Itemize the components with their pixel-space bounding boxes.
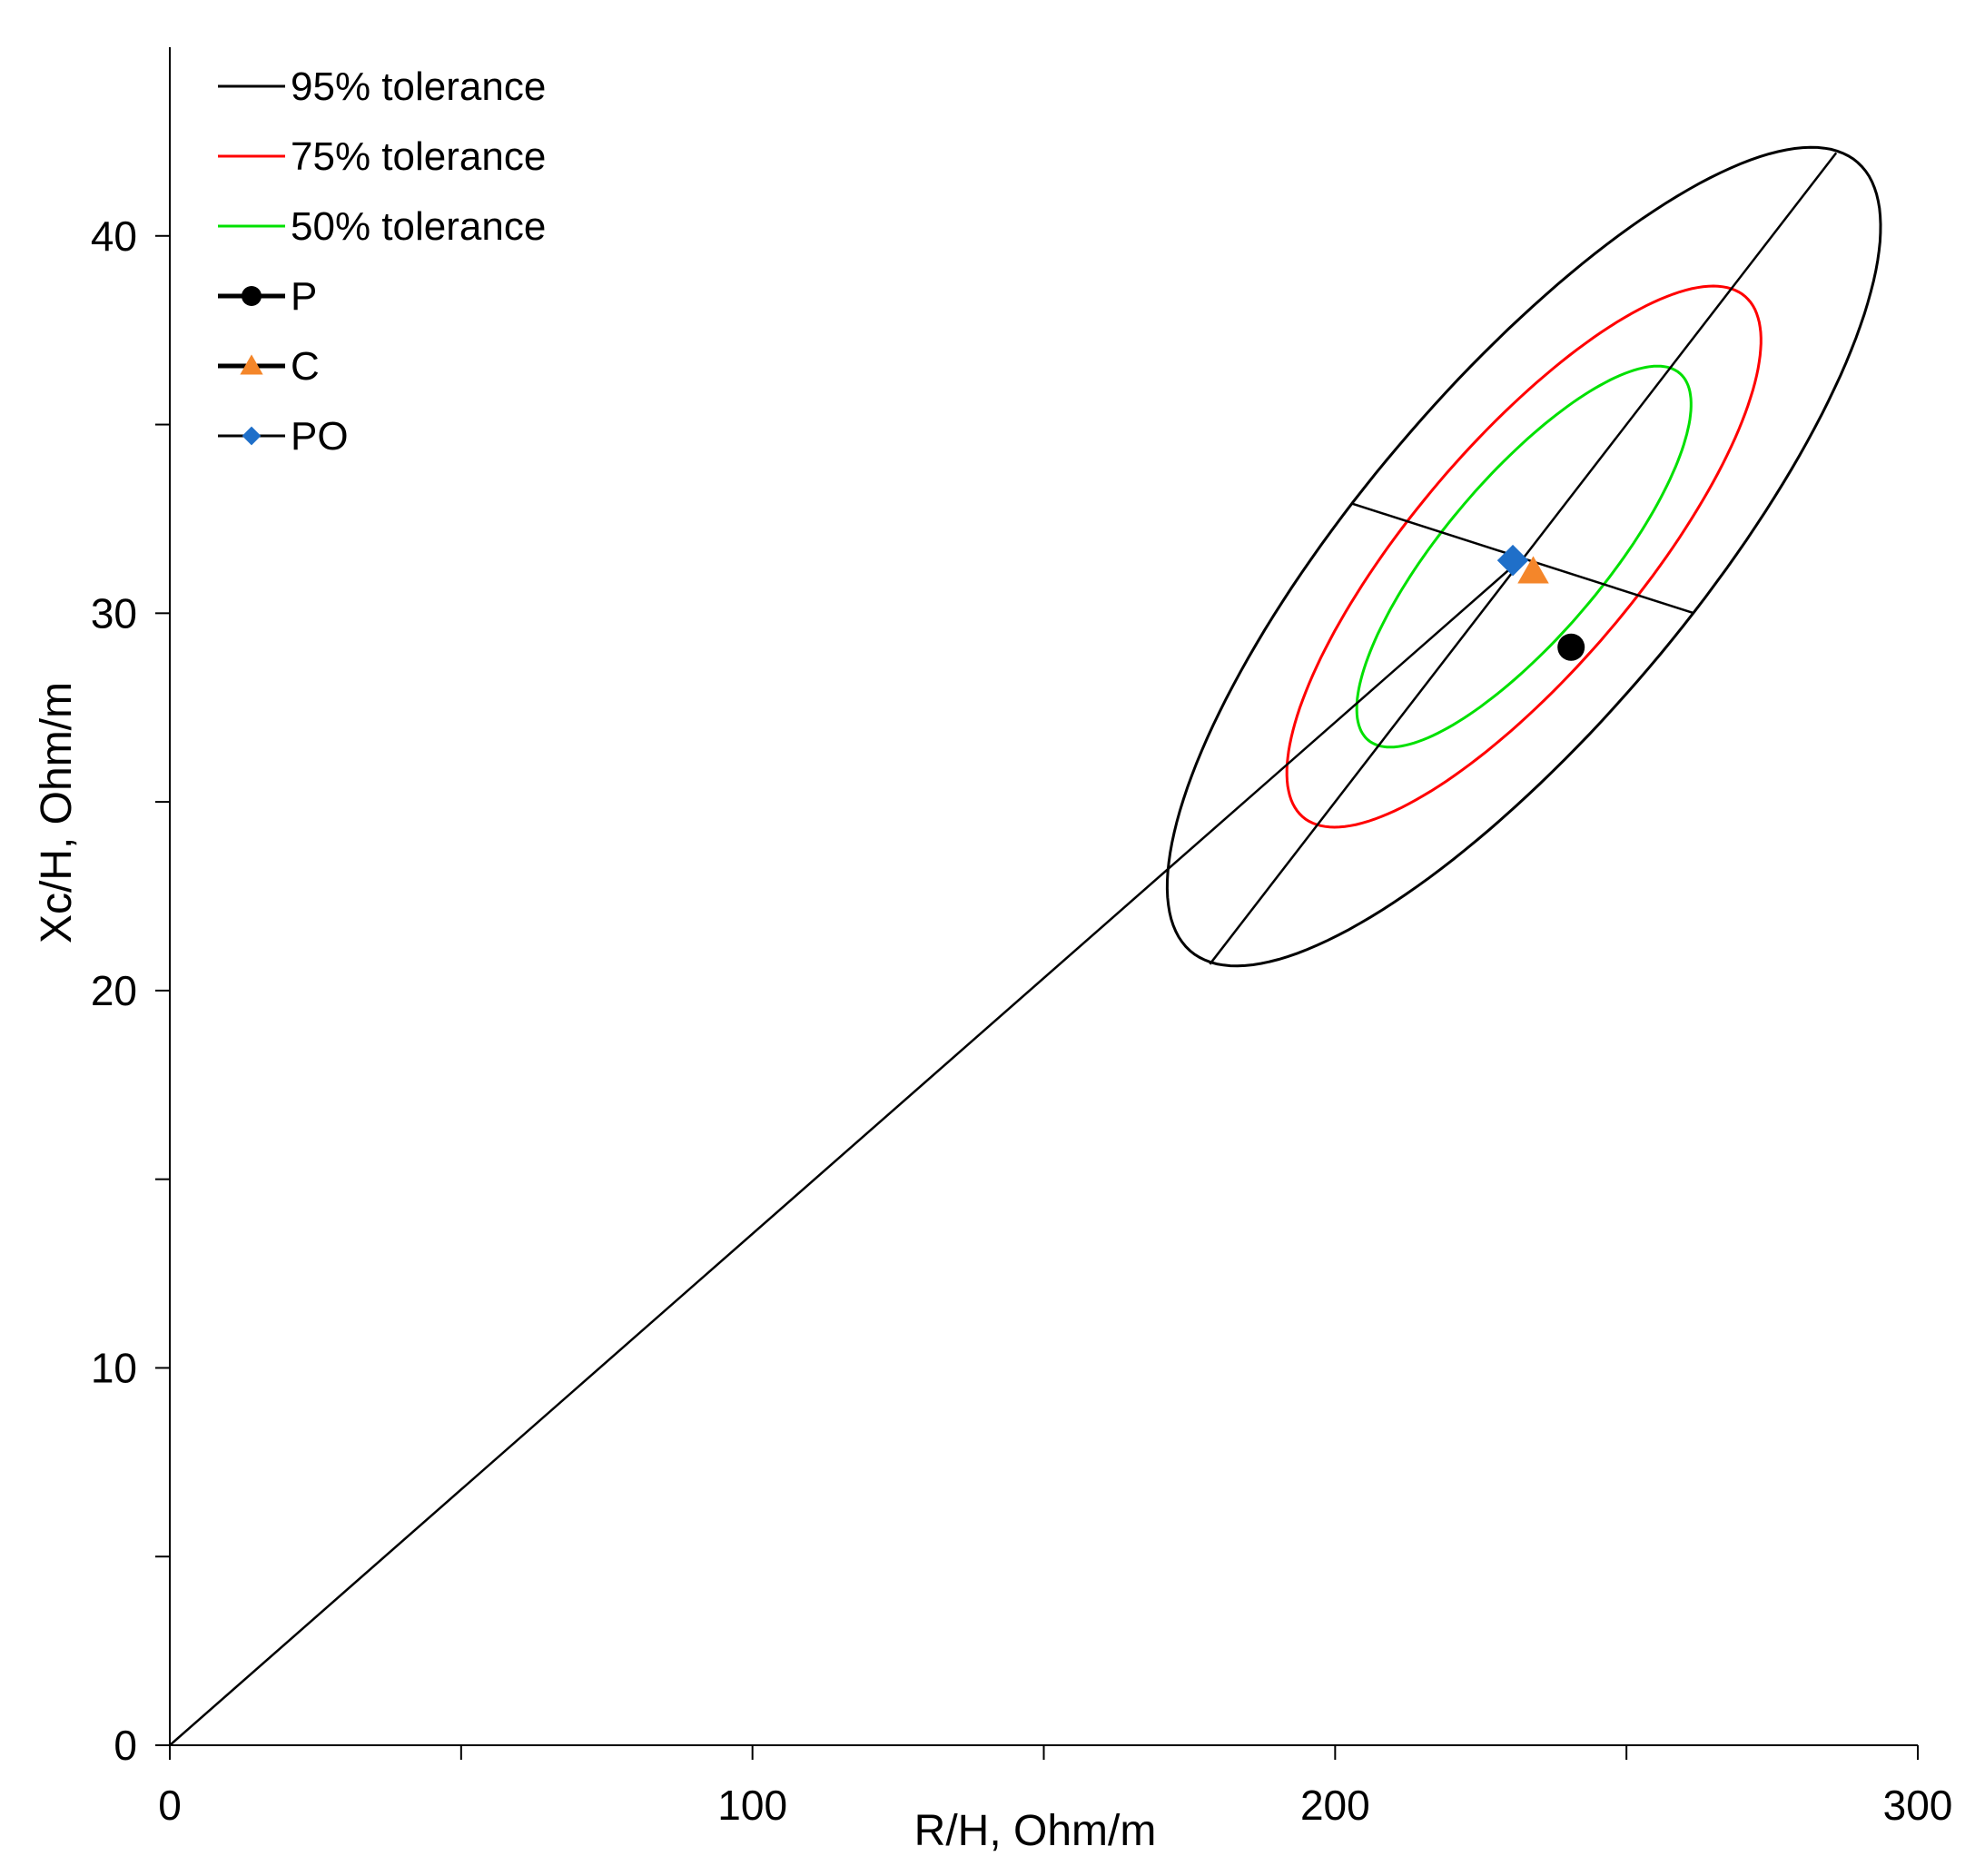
y-tick-label: 30 — [91, 589, 137, 637]
legend-label: 95% tolerance — [291, 64, 546, 109]
legend-marker-p — [242, 286, 262, 306]
x-tick-label: 200 — [1300, 1782, 1370, 1829]
legend-marker-po — [242, 426, 262, 446]
point-po — [1496, 544, 1529, 577]
line-origin-to-center — [169, 556, 1526, 1746]
x-tick-label: 300 — [1883, 1782, 1953, 1829]
ticks: 0 100 200 300 0 10 20 30 40 — [91, 212, 1953, 1829]
x-tick-label: 100 — [717, 1782, 787, 1829]
plot-area — [169, 145, 1882, 1746]
point-c — [1517, 556, 1549, 584]
y-axis-title: Xc/H, Ohm/m — [33, 682, 81, 943]
y-tick-label: 20 — [91, 967, 137, 1014]
legend: 95% tolerance 75% tolerance 50% tolerance P… — [218, 64, 546, 459]
legend-label: 75% tolerance — [291, 134, 546, 179]
legend-marker-c — [240, 354, 263, 375]
legend-label: C — [291, 344, 320, 389]
legend-label: P — [291, 274, 317, 319]
point-p — [1557, 633, 1585, 661]
legend-label: 50% tolerance — [291, 204, 546, 249]
legend-label: PO — [291, 414, 349, 459]
y-tick-label: 0 — [114, 1722, 137, 1769]
y-tick-label: 40 — [91, 212, 137, 260]
x-tick-label: 0 — [158, 1782, 182, 1829]
y-tick-label: 10 — [91, 1344, 137, 1391]
x-axis-title: R/H, Ohm/m — [914, 1807, 1157, 1855]
